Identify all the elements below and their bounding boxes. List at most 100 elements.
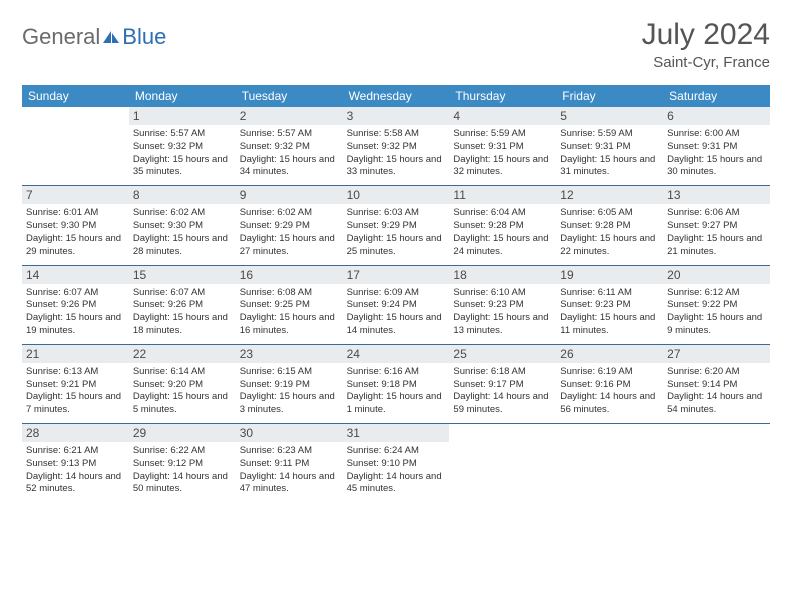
daylight-text: Daylight: 14 hours and 47 minutes. bbox=[240, 471, 339, 497]
day-number: 12 bbox=[556, 186, 663, 204]
week-row: 21Sunrise: 6:13 AMSunset: 9:21 PMDayligh… bbox=[22, 345, 770, 424]
sunrise-text: Sunrise: 5:57 AM bbox=[240, 128, 339, 141]
sunset-text: Sunset: 9:19 PM bbox=[240, 379, 339, 392]
sunset-text: Sunset: 9:16 PM bbox=[560, 379, 659, 392]
logo-text-general: General bbox=[22, 24, 100, 50]
day-info: Sunrise: 6:07 AMSunset: 9:26 PMDaylight:… bbox=[133, 287, 232, 338]
day-number: 26 bbox=[556, 345, 663, 363]
day-header: Saturday bbox=[663, 85, 770, 107]
sunrise-text: Sunrise: 6:12 AM bbox=[667, 287, 766, 300]
daylight-text: Daylight: 15 hours and 21 minutes. bbox=[667, 233, 766, 259]
day-cell: 26 Sunrise: 6:19 AMSunset: 9:16 PMDayligh… bbox=[556, 345, 663, 423]
sunrise-text: Sunrise: 6:24 AM bbox=[347, 445, 446, 458]
day-info: Sunrise: 6:13 AMSunset: 9:21 PMDaylight:… bbox=[26, 366, 125, 417]
calendar: Sunday Monday Tuesday Wednesday Thursday… bbox=[22, 85, 770, 502]
daylight-text: Daylight: 15 hours and 3 minutes. bbox=[240, 391, 339, 417]
day-cell: 14Sunrise: 6:07 AMSunset: 9:26 PMDayligh… bbox=[22, 266, 129, 344]
day-info: Sunrise: 5:59 AMSunset: 9:31 PMDaylight:… bbox=[560, 128, 659, 179]
daylight-text: Daylight: 15 hours and 5 minutes. bbox=[133, 391, 232, 417]
day-info: Sunrise: 6:10 AMSunset: 9:23 PMDaylight:… bbox=[453, 287, 552, 338]
day-info: Sunrise: 6:09 AMSunset: 9:24 PMDaylight:… bbox=[347, 287, 446, 338]
day-number: 19 bbox=[556, 266, 663, 284]
day-info: Sunrise: 6:24 AMSunset: 9:10 PMDaylight:… bbox=[347, 445, 446, 496]
week-row: 28Sunrise: 6:21 AMSunset: 9:13 PMDayligh… bbox=[22, 424, 770, 502]
sunset-text: Sunset: 9:30 PM bbox=[133, 220, 232, 233]
day-number: 6 bbox=[663, 107, 770, 125]
daylight-text: Daylight: 14 hours and 52 minutes. bbox=[26, 471, 125, 497]
day-info: Sunrise: 6:07 AMSunset: 9:26 PMDaylight:… bbox=[26, 287, 125, 338]
day-cell: 3Sunrise: 5:58 AMSunset: 9:32 PMDaylight… bbox=[343, 107, 450, 185]
day-number: 30 bbox=[236, 424, 343, 442]
daylight-text: Daylight: 15 hours and 30 minutes. bbox=[667, 154, 766, 180]
day-info: Sunrise: 6:21 AMSunset: 9:13 PMDaylight:… bbox=[26, 445, 125, 496]
day-header-row: Sunday Monday Tuesday Wednesday Thursday… bbox=[22, 85, 770, 107]
sunset-text: Sunset: 9:29 PM bbox=[240, 220, 339, 233]
day-info: Sunrise: 6:14 AMSunset: 9:20 PMDaylight:… bbox=[133, 366, 232, 417]
daylight-text: Daylight: 14 hours and 54 minutes. bbox=[667, 391, 766, 417]
sunrise-text: Sunrise: 6:20 AM bbox=[667, 366, 766, 379]
sunset-text: Sunset: 9:26 PM bbox=[26, 299, 125, 312]
sunset-text: Sunset: 9:14 PM bbox=[667, 379, 766, 392]
sunset-text: Sunset: 9:17 PM bbox=[453, 379, 552, 392]
day-info: Sunrise: 6:12 AMSunset: 9:22 PMDaylight:… bbox=[667, 287, 766, 338]
day-cell: 19Sunrise: 6:11 AMSunset: 9:23 PMDayligh… bbox=[556, 266, 663, 344]
day-number: 1 bbox=[129, 107, 236, 125]
day-info: Sunrise: 6:04 AMSunset: 9:28 PMDaylight:… bbox=[453, 207, 552, 258]
day-cell: 15 Sunrise: 6:07 AMSunset: 9:26 PMDayligh… bbox=[129, 266, 236, 344]
sunset-text: Sunset: 9:18 PM bbox=[347, 379, 446, 392]
day-number bbox=[556, 424, 663, 428]
sunrise-text: Sunrise: 6:18 AM bbox=[453, 366, 552, 379]
day-header: Sunday bbox=[22, 85, 129, 107]
sunset-text: Sunset: 9:32 PM bbox=[240, 141, 339, 154]
logo: General Blue bbox=[22, 24, 166, 50]
sunrise-text: Sunrise: 5:58 AM bbox=[347, 128, 446, 141]
day-cell: 23Sunrise: 6:15 AMSunset: 9:19 PMDayligh… bbox=[236, 345, 343, 423]
week-row: 14Sunrise: 6:07 AMSunset: 9:26 PMDayligh… bbox=[22, 266, 770, 345]
sunrise-text: Sunrise: 6:07 AM bbox=[133, 287, 232, 300]
day-number: 29 bbox=[129, 424, 236, 442]
day-number: 27 bbox=[663, 345, 770, 363]
sunrise-text: Sunrise: 6:01 AM bbox=[26, 207, 125, 220]
sunset-text: Sunset: 9:31 PM bbox=[453, 141, 552, 154]
sunrise-text: Sunrise: 6:13 AM bbox=[26, 366, 125, 379]
day-number: 15 bbox=[129, 266, 236, 284]
day-cell: 7Sunrise: 6:01 AMSunset: 9:30 PMDaylight… bbox=[22, 186, 129, 264]
daylight-text: Daylight: 14 hours and 45 minutes. bbox=[347, 471, 446, 497]
daylight-text: Daylight: 15 hours and 16 minutes. bbox=[240, 312, 339, 338]
sunset-text: Sunset: 9:13 PM bbox=[26, 458, 125, 471]
day-cell: 8Sunrise: 6:02 AMSunset: 9:30 PMDaylight… bbox=[129, 186, 236, 264]
sunset-text: Sunset: 9:27 PM bbox=[667, 220, 766, 233]
day-cell: 21Sunrise: 6:13 AMSunset: 9:21 PMDayligh… bbox=[22, 345, 129, 423]
day-number: 8 bbox=[129, 186, 236, 204]
sunrise-text: Sunrise: 6:19 AM bbox=[560, 366, 659, 379]
day-number: 18 bbox=[449, 266, 556, 284]
day-cell: 20Sunrise: 6:12 AMSunset: 9:22 PMDayligh… bbox=[663, 266, 770, 344]
daylight-text: Daylight: 15 hours and 32 minutes. bbox=[453, 154, 552, 180]
logo-sail-icon bbox=[102, 30, 120, 44]
daylight-text: Daylight: 15 hours and 13 minutes. bbox=[453, 312, 552, 338]
day-number bbox=[663, 424, 770, 428]
day-cell: 18 Sunrise: 6:10 AMSunset: 9:23 PMDayligh… bbox=[449, 266, 556, 344]
day-info: Sunrise: 6:15 AMSunset: 9:19 PMDaylight:… bbox=[240, 366, 339, 417]
sunset-text: Sunset: 9:31 PM bbox=[560, 141, 659, 154]
day-cell: 13Sunrise: 6:06 AMSunset: 9:27 PMDayligh… bbox=[663, 186, 770, 264]
sunrise-text: Sunrise: 6:21 AM bbox=[26, 445, 125, 458]
day-cell: 24Sunrise: 6:16 AMSunset: 9:18 PMDayligh… bbox=[343, 345, 450, 423]
daylight-text: Daylight: 15 hours and 18 minutes. bbox=[133, 312, 232, 338]
daylight-text: Daylight: 14 hours and 56 minutes. bbox=[560, 391, 659, 417]
daylight-text: Daylight: 15 hours and 29 minutes. bbox=[26, 233, 125, 259]
day-cell bbox=[22, 107, 129, 185]
daylight-text: Daylight: 15 hours and 9 minutes. bbox=[667, 312, 766, 338]
daylight-text: Daylight: 15 hours and 19 minutes. bbox=[26, 312, 125, 338]
day-cell: 28Sunrise: 6:21 AMSunset: 9:13 PMDayligh… bbox=[22, 424, 129, 502]
day-cell: 29Sunrise: 6:22 AMSunset: 9:12 PMDayligh… bbox=[129, 424, 236, 502]
sunrise-text: Sunrise: 6:14 AM bbox=[133, 366, 232, 379]
day-number: 13 bbox=[663, 186, 770, 204]
sunrise-text: Sunrise: 6:05 AM bbox=[560, 207, 659, 220]
sunrise-text: Sunrise: 6:02 AM bbox=[240, 207, 339, 220]
week-row: 1 Sunrise: 5:57 AMSunset: 9:32 PM Daylight… bbox=[22, 107, 770, 186]
daylight-text: Daylight: 14 hours and 50 minutes. bbox=[133, 471, 232, 497]
week-row: 7Sunrise: 6:01 AMSunset: 9:30 PMDaylight… bbox=[22, 186, 770, 265]
location-label: Saint-Cyr, France bbox=[642, 54, 770, 71]
day-header: Thursday bbox=[449, 85, 556, 107]
